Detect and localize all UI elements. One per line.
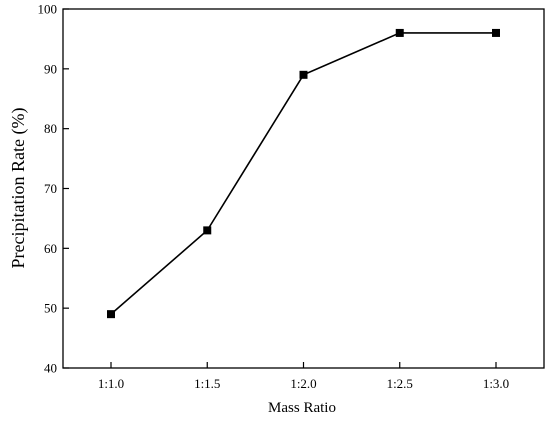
data-point-marker <box>395 28 404 37</box>
data-point-marker <box>107 310 115 319</box>
y-tick-label: 80 <box>44 121 57 136</box>
data-point-marker <box>299 70 308 79</box>
y-axis-title: Precipitation Rate (%) <box>8 108 29 269</box>
y-tick-label: 40 <box>44 361 57 376</box>
data-point-marker <box>492 28 500 37</box>
axes: 40 50 60 70 80 90 100 1:1.0 1:1.5 1:2.0 1:2.5 1:3.0 <box>38 2 545 391</box>
y-tick-label: 50 <box>44 301 57 316</box>
x-tick-label: 1:2.5 <box>387 376 413 391</box>
y-tick-label: 70 <box>44 181 57 196</box>
plot-frame <box>62 8 545 369</box>
series-layer <box>107 28 500 319</box>
x-tick-label: 1:1.5 <box>194 376 220 391</box>
data-point-marker <box>203 226 212 235</box>
y-tick-label: 100 <box>38 2 58 17</box>
x-axis-title: Mass Ratio <box>268 400 336 416</box>
x-tick-label: 1:1.0 <box>98 376 124 391</box>
y-tick-label: 90 <box>44 61 57 76</box>
x-tick-label: 1:3.0 <box>483 376 509 391</box>
y-tick-label: 60 <box>44 241 57 256</box>
x-tick-label: 1:2.0 <box>290 376 316 391</box>
